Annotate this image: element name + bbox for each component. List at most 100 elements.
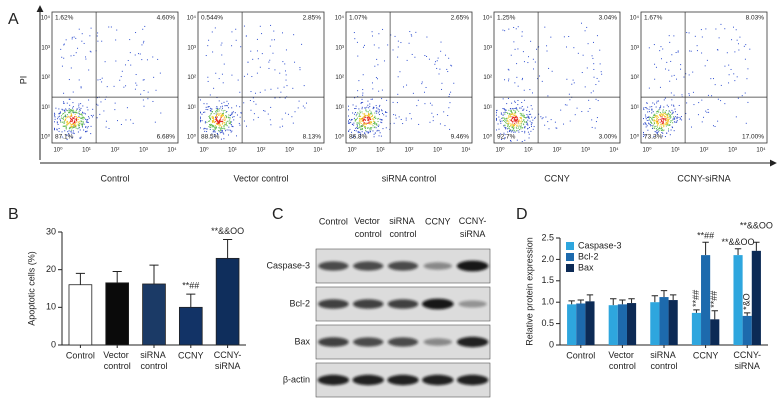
- dot: [222, 121, 224, 123]
- dot: [214, 136, 216, 138]
- dot: [76, 112, 78, 114]
- dot: [516, 120, 518, 122]
- dot: [508, 121, 510, 123]
- dot: [655, 66, 657, 68]
- dot: [82, 105, 84, 107]
- dot: [511, 112, 513, 114]
- dot: [659, 107, 661, 109]
- dot: [73, 36, 75, 38]
- dot: [673, 117, 675, 119]
- dot: [443, 111, 445, 113]
- bar: [650, 302, 660, 345]
- dot: [704, 65, 706, 67]
- dot: [503, 112, 505, 114]
- dot: [55, 107, 57, 109]
- dot: [152, 56, 154, 58]
- dot: [68, 111, 70, 113]
- dot: [207, 109, 209, 111]
- dot: [226, 125, 228, 127]
- dot: [282, 125, 284, 127]
- dot: [665, 122, 667, 124]
- error-bar: [619, 299, 626, 305]
- dot: [581, 22, 583, 24]
- dot: [522, 51, 524, 53]
- dot: [279, 97, 281, 99]
- dot: [669, 134, 671, 136]
- dot: [282, 61, 284, 63]
- error-bar: [753, 241, 760, 251]
- dot: [75, 52, 77, 54]
- x-tick-label: 10¹: [376, 148, 385, 154]
- dot: [65, 39, 67, 41]
- dot: [372, 106, 374, 108]
- dot: [237, 79, 239, 81]
- dot: [294, 111, 296, 113]
- dot: [406, 59, 408, 61]
- dot: [660, 120, 662, 122]
- dot: [647, 129, 649, 131]
- x-tick-label: Control: [66, 350, 95, 360]
- dot: [358, 80, 360, 82]
- dot: [441, 82, 443, 84]
- dot: [587, 110, 589, 112]
- dot: [648, 111, 650, 113]
- dot: [597, 100, 599, 102]
- dot: [515, 117, 517, 119]
- dot: [70, 127, 72, 129]
- dot: [685, 73, 687, 75]
- y-tick-label: 0: [549, 339, 554, 349]
- dot: [521, 106, 523, 108]
- dot: [358, 123, 360, 125]
- dot: [516, 117, 518, 119]
- plot-label: siRNA control: [382, 173, 437, 183]
- dot: [655, 106, 657, 108]
- dot: [69, 127, 71, 129]
- dot: [223, 117, 225, 119]
- dot: [511, 111, 513, 113]
- dot: [72, 106, 74, 108]
- dot: [652, 111, 654, 113]
- dot: [523, 116, 525, 118]
- dot: [378, 110, 380, 112]
- dot: [519, 126, 521, 128]
- dot: [88, 116, 90, 118]
- dot: [514, 131, 516, 133]
- dot: [71, 132, 73, 134]
- dot: [68, 132, 70, 134]
- dot: [544, 26, 546, 28]
- blot-band: [422, 374, 454, 386]
- x-tick-label: 10¹: [524, 148, 533, 154]
- dot: [75, 126, 77, 128]
- dot: [520, 107, 522, 109]
- quadrant-percent: 9.46%: [451, 134, 470, 141]
- dot: [351, 119, 353, 121]
- dot: [706, 59, 708, 61]
- dot: [353, 113, 355, 115]
- dot: [215, 72, 217, 74]
- dot: [526, 123, 528, 125]
- dot: [348, 109, 349, 111]
- dot: [54, 118, 56, 120]
- dot: [508, 109, 510, 111]
- dot: [666, 123, 668, 125]
- dot: [354, 108, 356, 110]
- y-tick-label: 10⁴: [335, 15, 345, 22]
- dot: [297, 107, 299, 109]
- dot: [393, 114, 395, 116]
- dot: [745, 122, 747, 124]
- dot: [363, 126, 365, 128]
- dot: [69, 123, 71, 125]
- dot: [355, 105, 357, 107]
- dot: [365, 115, 367, 117]
- dot: [519, 107, 521, 109]
- dot: [511, 102, 513, 104]
- dot: [648, 47, 650, 49]
- dot: [377, 64, 379, 66]
- dot: [496, 112, 497, 114]
- dot: [263, 110, 265, 112]
- dot: [74, 118, 76, 120]
- dot: [362, 46, 364, 48]
- dot: [213, 87, 215, 89]
- dot: [351, 131, 353, 133]
- error-bar: [223, 239, 233, 259]
